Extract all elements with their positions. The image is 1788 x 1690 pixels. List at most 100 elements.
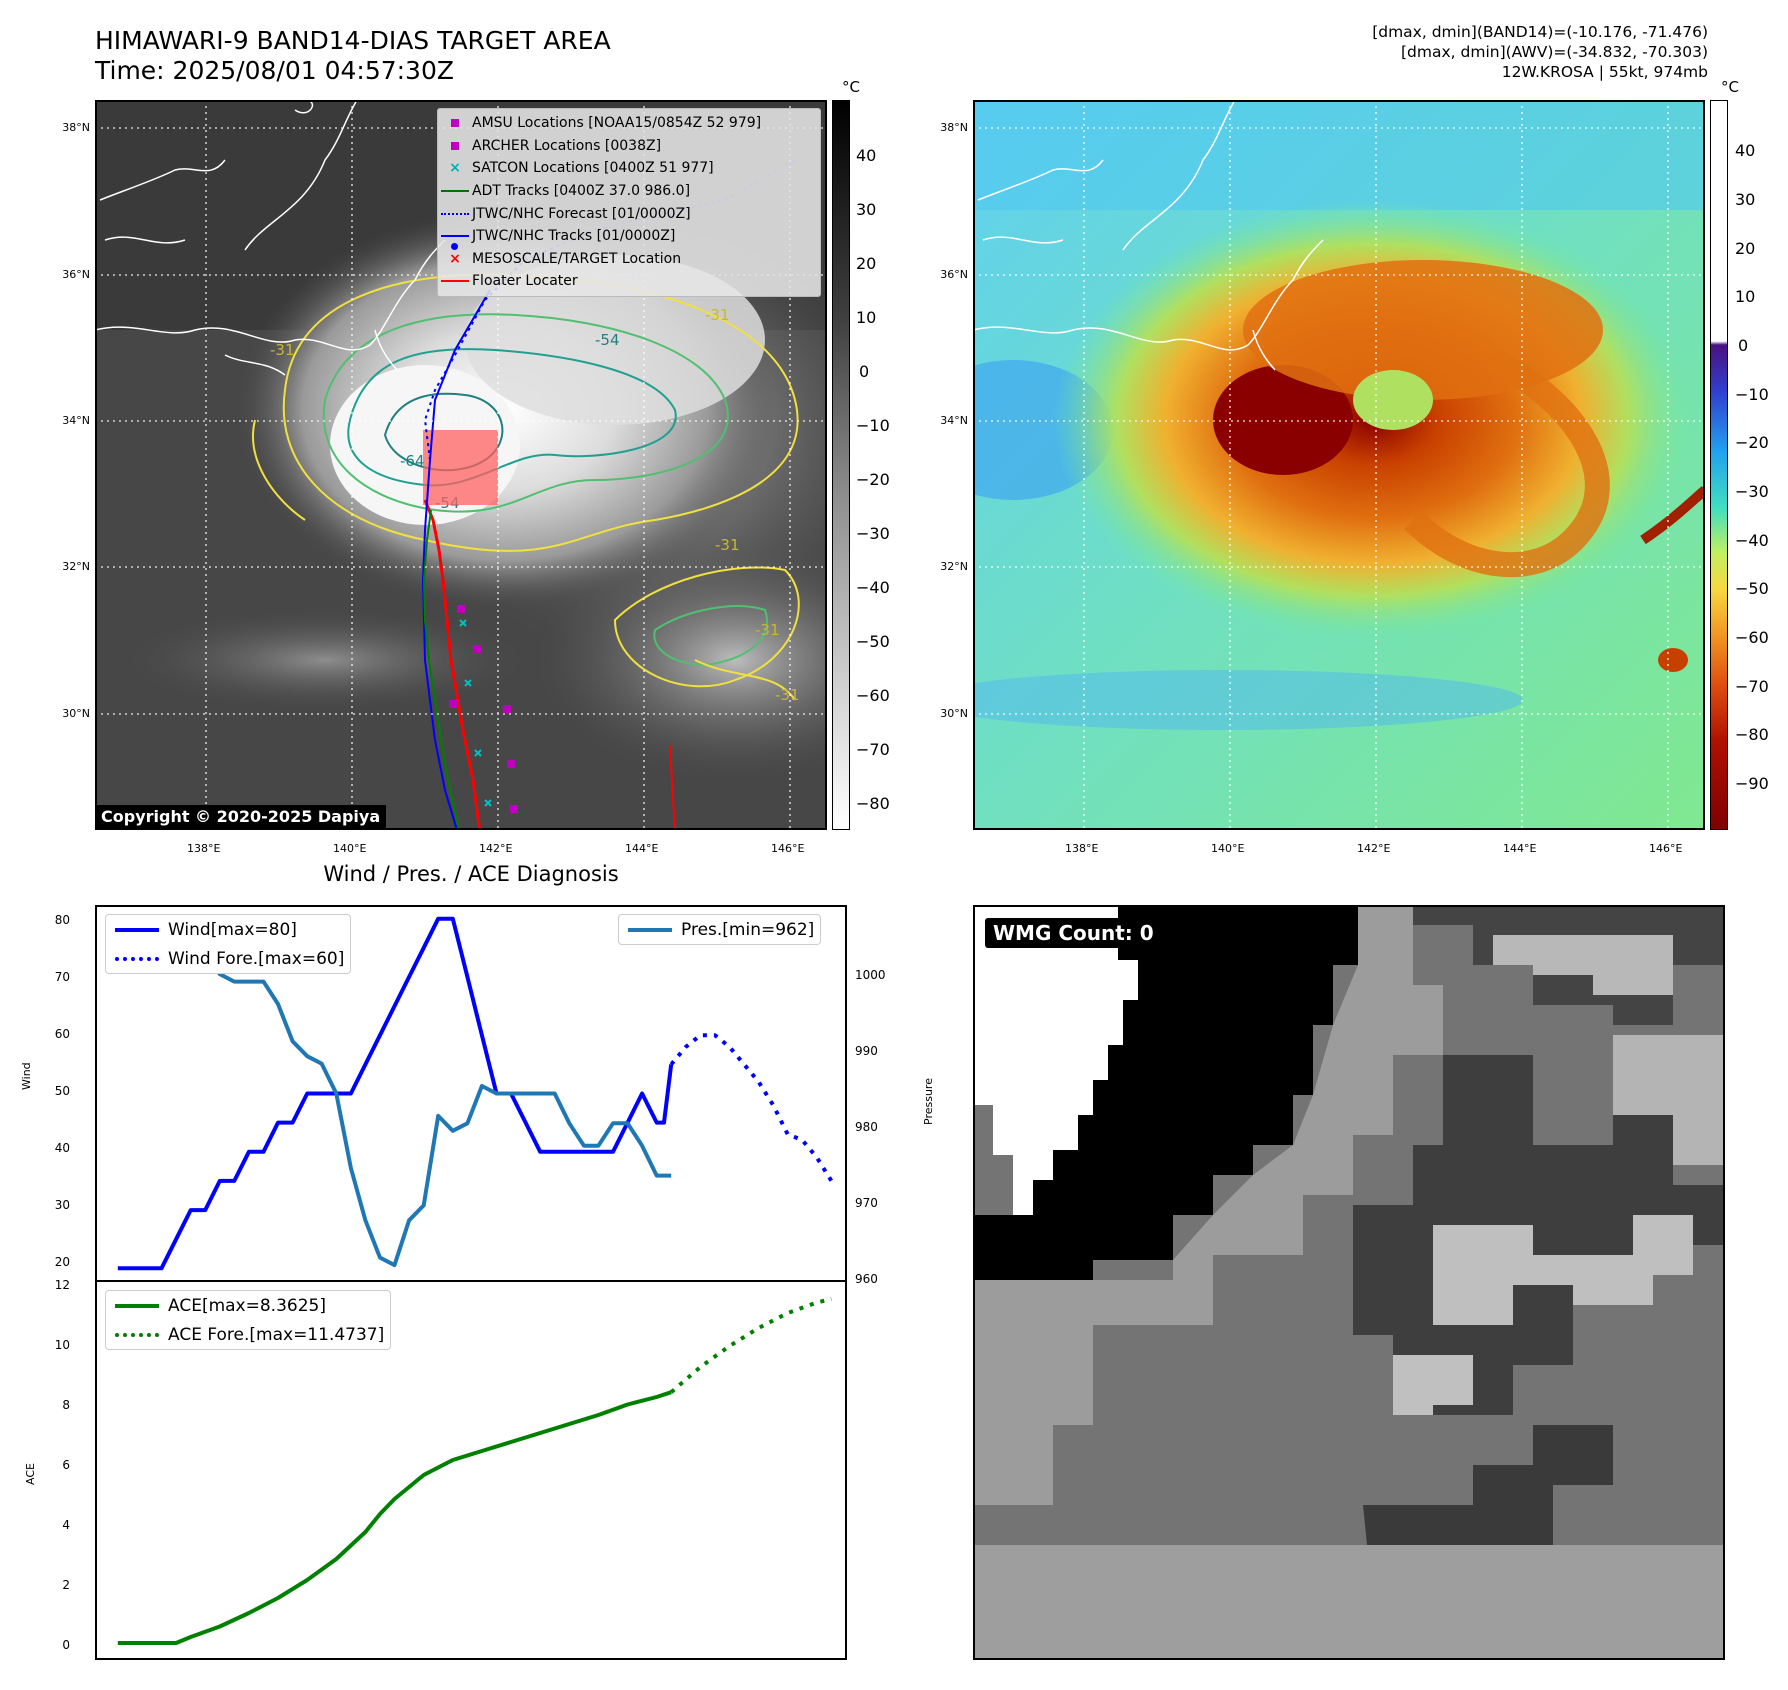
- info-line-2: [dmax, dmin](AWV)=(-34.832, -70.303): [1401, 43, 1708, 61]
- lon-tick: 138°E: [187, 842, 221, 855]
- wind-ticks: 80 70 60 50 40 30 20: [45, 905, 70, 1280]
- ace-tick: 6: [62, 1458, 70, 1472]
- colorbar-tick: −90: [1735, 774, 1769, 793]
- colorbar-tick: −30: [856, 524, 890, 543]
- colorbar-tick: 20: [1735, 239, 1756, 258]
- contour-label-4: -31: [705, 306, 730, 324]
- lon-tick: 142°E: [1357, 842, 1391, 855]
- legend-item-ace-forecast: ACE Fore.[max=11.4737]: [106, 1320, 390, 1349]
- colorbar-tick: −10: [1735, 385, 1769, 404]
- info-line-1: [dmax, dmin](BAND14)=(-10.176, -71.476): [1372, 23, 1708, 41]
- colorbar-tick: 40: [1735, 141, 1756, 160]
- colorbar-tick: 30: [1735, 190, 1756, 209]
- right-colorbar-ticks: 40 30 20 10 0 −10 −20 −30 −40 −50 −60 −7…: [1735, 100, 1780, 830]
- legend-item-archer: ARCHER Locations [0038Z]: [438, 135, 820, 158]
- pressure-ticks: 1000 990 980 970 960: [855, 905, 905, 1286]
- colorbar-tick: 30: [856, 200, 877, 219]
- square-marker-icon: [451, 119, 459, 128]
- series-line-ace-1: [669, 1296, 832, 1394]
- colorbar-tick: −20: [856, 470, 890, 489]
- colorbar-tick: −50: [1735, 579, 1769, 598]
- contour-label-5: -31: [270, 341, 295, 359]
- legend-item-tracks: JTWC/NHC Tracks [01/0000Z]: [438, 225, 820, 251]
- x-marker-icon: ×: [449, 160, 461, 177]
- contour-label-1: -64: [400, 452, 425, 470]
- right-colorbar: [1710, 100, 1728, 830]
- right-colorbar-unit: °C: [1721, 78, 1739, 96]
- ace-tick: 2: [62, 1578, 70, 1592]
- legend-item-forecast: JTWC/NHC Forecast [01/0000Z]: [438, 202, 820, 225]
- lon-tick: 142°E: [479, 842, 513, 855]
- legend-label: JTWC/NHC Tracks [01/0000Z]: [472, 228, 676, 245]
- contour-label-8: -31: [775, 686, 800, 704]
- lon-tick: 146°E: [1649, 842, 1683, 855]
- contour-label-6: -31: [715, 536, 740, 554]
- lat-tick: 30°N: [940, 707, 968, 720]
- legend-label: Wind Fore.[max=60]: [168, 948, 345, 969]
- diagnosis-title: Wind / Pres. / ACE Diagnosis: [323, 862, 619, 886]
- wind-tick: 50: [54, 1084, 70, 1098]
- lat-tick: 36°N: [940, 268, 968, 281]
- colorbar-tick: −40: [856, 578, 890, 597]
- legend-label: Wind[max=80]: [168, 919, 297, 940]
- wind-tick: 70: [54, 970, 70, 984]
- lon-tick: 140°E: [1211, 842, 1245, 855]
- series-line-ace-0: [117, 1390, 672, 1645]
- lon-tick: 144°E: [625, 842, 659, 855]
- dotted-line-swatch-icon: [115, 956, 159, 961]
- line-swatch-icon: [115, 927, 159, 932]
- map-legend: AMSU Locations [NOAA15/0854Z 52 979] ARC…: [437, 108, 821, 297]
- colorbar-tick: 10: [1735, 287, 1756, 306]
- legend-item-ace: ACE[max=8.3625]: [106, 1291, 390, 1320]
- colorbar-tick: −20: [1735, 433, 1769, 452]
- colorbar-tick: −50: [856, 632, 890, 651]
- lon-tick: 140°E: [333, 842, 367, 855]
- legend-item-satcon: × SATCON Locations [0400Z 51 977]: [438, 157, 820, 180]
- line-swatch-icon: [628, 927, 672, 932]
- series-line-wind-0: [117, 916, 674, 1271]
- colorbar-tick: 0: [1738, 336, 1749, 355]
- wind-tick: 40: [54, 1141, 70, 1155]
- legend-label: ACE[max=8.3625]: [168, 1295, 326, 1316]
- colorbar-tick: −40: [1735, 531, 1769, 550]
- figure-title: HIMAWARI-9 BAND14-DIAS TARGET AREA Time:…: [95, 26, 611, 86]
- legend-label: Pres.[min=962]: [681, 919, 815, 940]
- awv-map-gridlines: [973, 100, 1705, 830]
- legend-item-floater: Floater Locater: [438, 270, 820, 293]
- wind-tick: 30: [54, 1198, 70, 1212]
- wind-axis-label: Wind: [20, 1062, 33, 1090]
- ace-tick: 12: [54, 1278, 70, 1292]
- title-line-1: HIMAWARI-9 BAND14-DIAS TARGET AREA: [95, 26, 611, 55]
- square-marker-icon: [451, 141, 459, 150]
- x-marker-icon: ×: [449, 250, 461, 267]
- lon-tick: 146°E: [771, 842, 805, 855]
- colorbar-tick: −60: [1735, 628, 1769, 647]
- right-map-lon-axis: 138°E 140°E 142°E 144°E 146°E: [973, 842, 1705, 858]
- legend-label: ACE Fore.[max=11.4737]: [168, 1324, 385, 1345]
- line-swatch-icon: [441, 280, 469, 283]
- colorbar-tick: −70: [1735, 677, 1769, 696]
- diagnosis-chart: [95, 905, 847, 1660]
- dotted-line-swatch-icon: [441, 212, 469, 215]
- legend-item-wind: Wind[max=80]: [106, 915, 350, 944]
- legend-label: JTWC/NHC Forecast [01/0000Z]: [472, 205, 691, 222]
- left-colorbar-unit: °C: [842, 78, 860, 96]
- legend-item-adt: ADT Tracks [0400Z 37.0 986.0]: [438, 180, 820, 203]
- legend-label: AMSU Locations [NOAA15/0854Z 52 979]: [472, 115, 762, 132]
- legend-label: ADT Tracks [0400Z 37.0 986.0]: [472, 183, 691, 200]
- pressure-axis-label: Pressure: [922, 1078, 935, 1125]
- lat-tick: 30°N: [62, 707, 90, 720]
- lat-tick: 32°N: [940, 560, 968, 573]
- contour-label-3: -54: [595, 331, 620, 349]
- line-swatch-icon: [441, 190, 469, 193]
- dotted-line-swatch-icon: [115, 1332, 159, 1337]
- line-swatch-icon: [441, 235, 469, 238]
- wind-tick: 60: [54, 1027, 70, 1041]
- colorbar-tick: 40: [856, 146, 877, 165]
- lon-tick: 138°E: [1065, 842, 1099, 855]
- lon-tick: 144°E: [1503, 842, 1537, 855]
- line-swatch-icon: [115, 1303, 159, 1308]
- ace-plot-frame: [95, 1280, 847, 1660]
- legend-item-pressure: Pres.[min=962]: [619, 915, 820, 944]
- lat-tick: 34°N: [62, 414, 90, 427]
